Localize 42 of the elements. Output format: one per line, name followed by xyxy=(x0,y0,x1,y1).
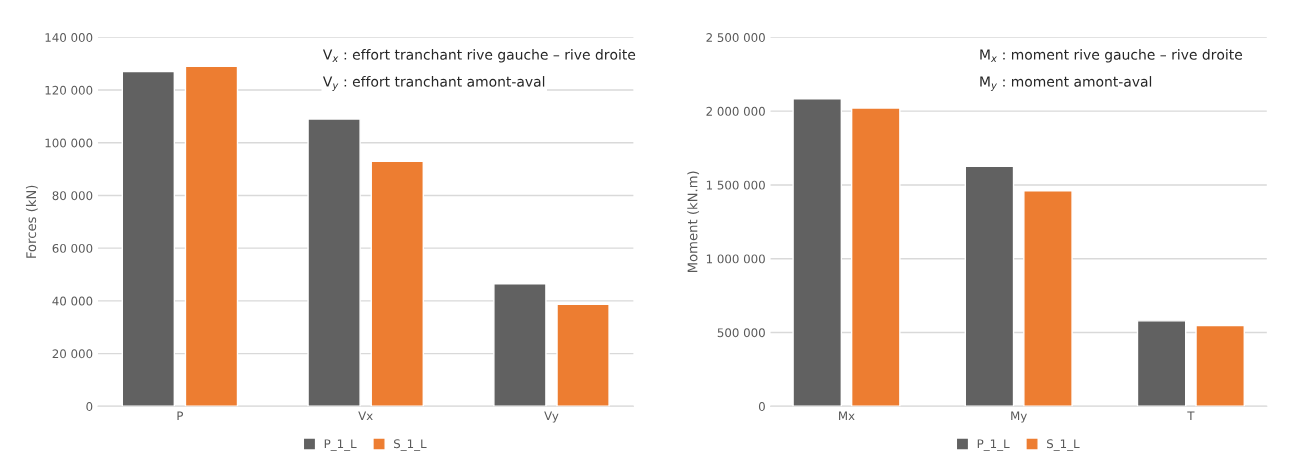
y-axis-title: Forces (kN) xyxy=(25,185,38,258)
y-tick-label: 100 000 xyxy=(45,138,93,148)
bar xyxy=(307,118,361,407)
x-tick-label: Vy xyxy=(544,411,559,423)
y-tick-label: 500 000 xyxy=(717,328,765,338)
y-tick-label: 1 500 000 xyxy=(706,180,765,190)
annotation: M$_{x}$ : moment rive gauche – rive droite xyxy=(980,49,1243,63)
bar xyxy=(121,70,176,407)
legend-label: S_1_L xyxy=(394,439,427,451)
x-tick-label: T xyxy=(1187,411,1195,421)
bar xyxy=(184,65,239,407)
y-tick-label: 1 000 000 xyxy=(706,254,765,264)
bar xyxy=(1195,324,1245,407)
legend-label: P_1_L xyxy=(324,439,357,451)
y-tick-label: 0 xyxy=(758,402,765,411)
annotation: V$_{y}$ : effort tranchant amont-aval xyxy=(322,76,545,91)
bar xyxy=(556,303,610,407)
y-axis-title: Moment (kN.m) xyxy=(687,171,700,273)
y-tick-label: 140 000 xyxy=(45,33,93,43)
bar xyxy=(964,165,1015,407)
legend-label: S_1_L xyxy=(1047,439,1080,451)
y-tick-label: 20 000 xyxy=(52,349,93,359)
bar xyxy=(850,107,901,407)
bar xyxy=(1136,320,1187,407)
annotation: V$_{x}$ : effort tranchant rive gauche – rive droite xyxy=(322,49,636,63)
y-tick-label: 2 000 000 xyxy=(706,106,765,116)
legend-label: P_1_L xyxy=(977,439,1010,451)
y-tick-label: 0 xyxy=(86,402,93,411)
y-tick-label: 60 000 xyxy=(52,243,93,253)
y-tick-label: 2 500 000 xyxy=(706,33,765,43)
x-tick-label: My xyxy=(1011,411,1027,423)
y-tick-label: 40 000 xyxy=(52,296,93,306)
y-tick-label: 120 000 xyxy=(45,85,93,95)
annotation: M$_{y}$ : moment amont-aval xyxy=(980,76,1152,91)
bar xyxy=(792,98,843,407)
bar xyxy=(370,160,424,407)
x-tick-label: Mx xyxy=(839,411,855,421)
bar xyxy=(493,283,547,407)
y-tick-label: 80 000 xyxy=(52,191,93,201)
x-tick-label: P xyxy=(177,411,184,421)
x-tick-label: Vx xyxy=(358,411,373,421)
bar xyxy=(1023,189,1073,407)
